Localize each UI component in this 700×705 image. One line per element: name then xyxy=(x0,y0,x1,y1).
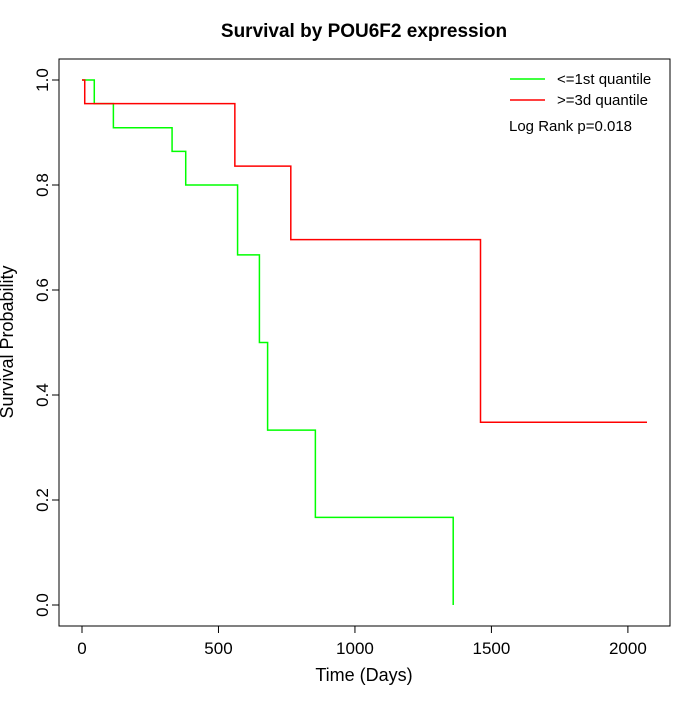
chart-title: Survival by POU6F2 expression xyxy=(221,21,507,42)
x-tick-label: 1500 xyxy=(473,639,511,658)
legend: <=1st quantile >=3d quantile xyxy=(510,71,651,109)
x-tick-label: 2000 xyxy=(609,639,647,658)
legend-label-high: >=3d quantile xyxy=(557,92,648,109)
survival-curve-high xyxy=(82,79,647,424)
x-tick-label: 500 xyxy=(204,639,232,658)
x-tick-label: 1000 xyxy=(336,639,374,658)
x-tick-label: 0 xyxy=(77,639,86,658)
y-axis: 0.0 0.2 0.4 0.6 0.8 1.0 xyxy=(33,68,60,617)
y-axis-label: Survival Probability xyxy=(0,265,17,418)
x-axis: 0 500 1000 1500 2000 xyxy=(77,625,647,658)
y-tick-label: 0.6 xyxy=(33,278,52,302)
series-layer xyxy=(82,79,647,605)
y-tick-label: 1.0 xyxy=(33,68,52,92)
legend-label-low: <=1st quantile xyxy=(557,71,651,88)
y-tick-label: 0.8 xyxy=(33,173,52,197)
y-tick-label: 0.4 xyxy=(33,383,52,407)
log-rank-annotation: Log Rank p=0.018 xyxy=(509,118,632,135)
x-axis-label: Time (Days) xyxy=(315,665,412,685)
y-tick-label: 0.2 xyxy=(33,488,52,512)
y-tick-label: 0.0 xyxy=(33,593,52,617)
